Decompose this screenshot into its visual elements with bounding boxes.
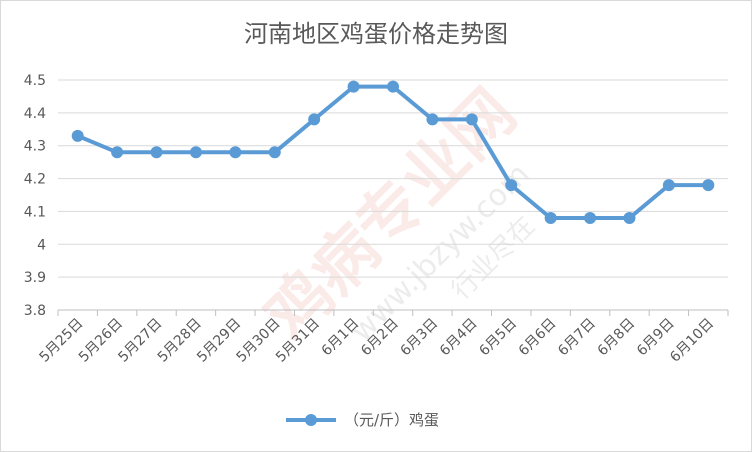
data-point [111, 146, 124, 159]
y-tick-label: 3.8 [24, 303, 46, 319]
data-point [544, 212, 557, 224]
data-point [189, 146, 202, 159]
data-point [662, 179, 675, 192]
x-tick-label: 6月10日 [667, 316, 717, 366]
legend: （元/斤）鸡蛋 [286, 411, 439, 429]
data-point [623, 212, 636, 224]
data-point [702, 179, 715, 192]
data-point [71, 129, 84, 142]
x-tick-label: 6月4日 [437, 316, 481, 360]
y-tick-label: 4.4 [24, 106, 46, 122]
y-tick-label: 4.5 [24, 73, 46, 89]
y-tick-label: 4.3 [24, 139, 46, 155]
chart-title: 河南地区鸡蛋价格走势图 [244, 20, 508, 48]
x-tick-label: 6月8日 [595, 316, 639, 360]
y-axis-ticks: 3.8 3.9 4 4.1 4.2 4.3 4.4 4.5 [24, 73, 46, 319]
x-tick-label: 6月5日 [476, 316, 520, 360]
x-tick-label: 6月7日 [555, 316, 599, 360]
data-point [584, 212, 597, 224]
x-tick-label: 6月6日 [516, 316, 560, 360]
y-tick-label: 4 [37, 237, 46, 253]
y-tick-label: 3.9 [24, 270, 46, 286]
data-point [150, 146, 163, 159]
data-point [387, 80, 399, 93]
legend-label: （元/斤）鸡蛋 [344, 411, 439, 429]
series-points [71, 80, 715, 224]
legend-marker [305, 414, 317, 426]
data-point [347, 80, 360, 93]
data-point [465, 113, 478, 126]
data-point [426, 113, 439, 126]
data-point [229, 146, 242, 159]
x-tick-label: 6月3日 [398, 316, 442, 360]
data-point [505, 179, 518, 192]
data-point [268, 146, 281, 159]
y-tick-label: 4.2 [24, 172, 46, 188]
grid-lines [58, 79, 728, 278]
y-tick-label: 4.1 [24, 204, 46, 220]
data-point [308, 113, 321, 126]
